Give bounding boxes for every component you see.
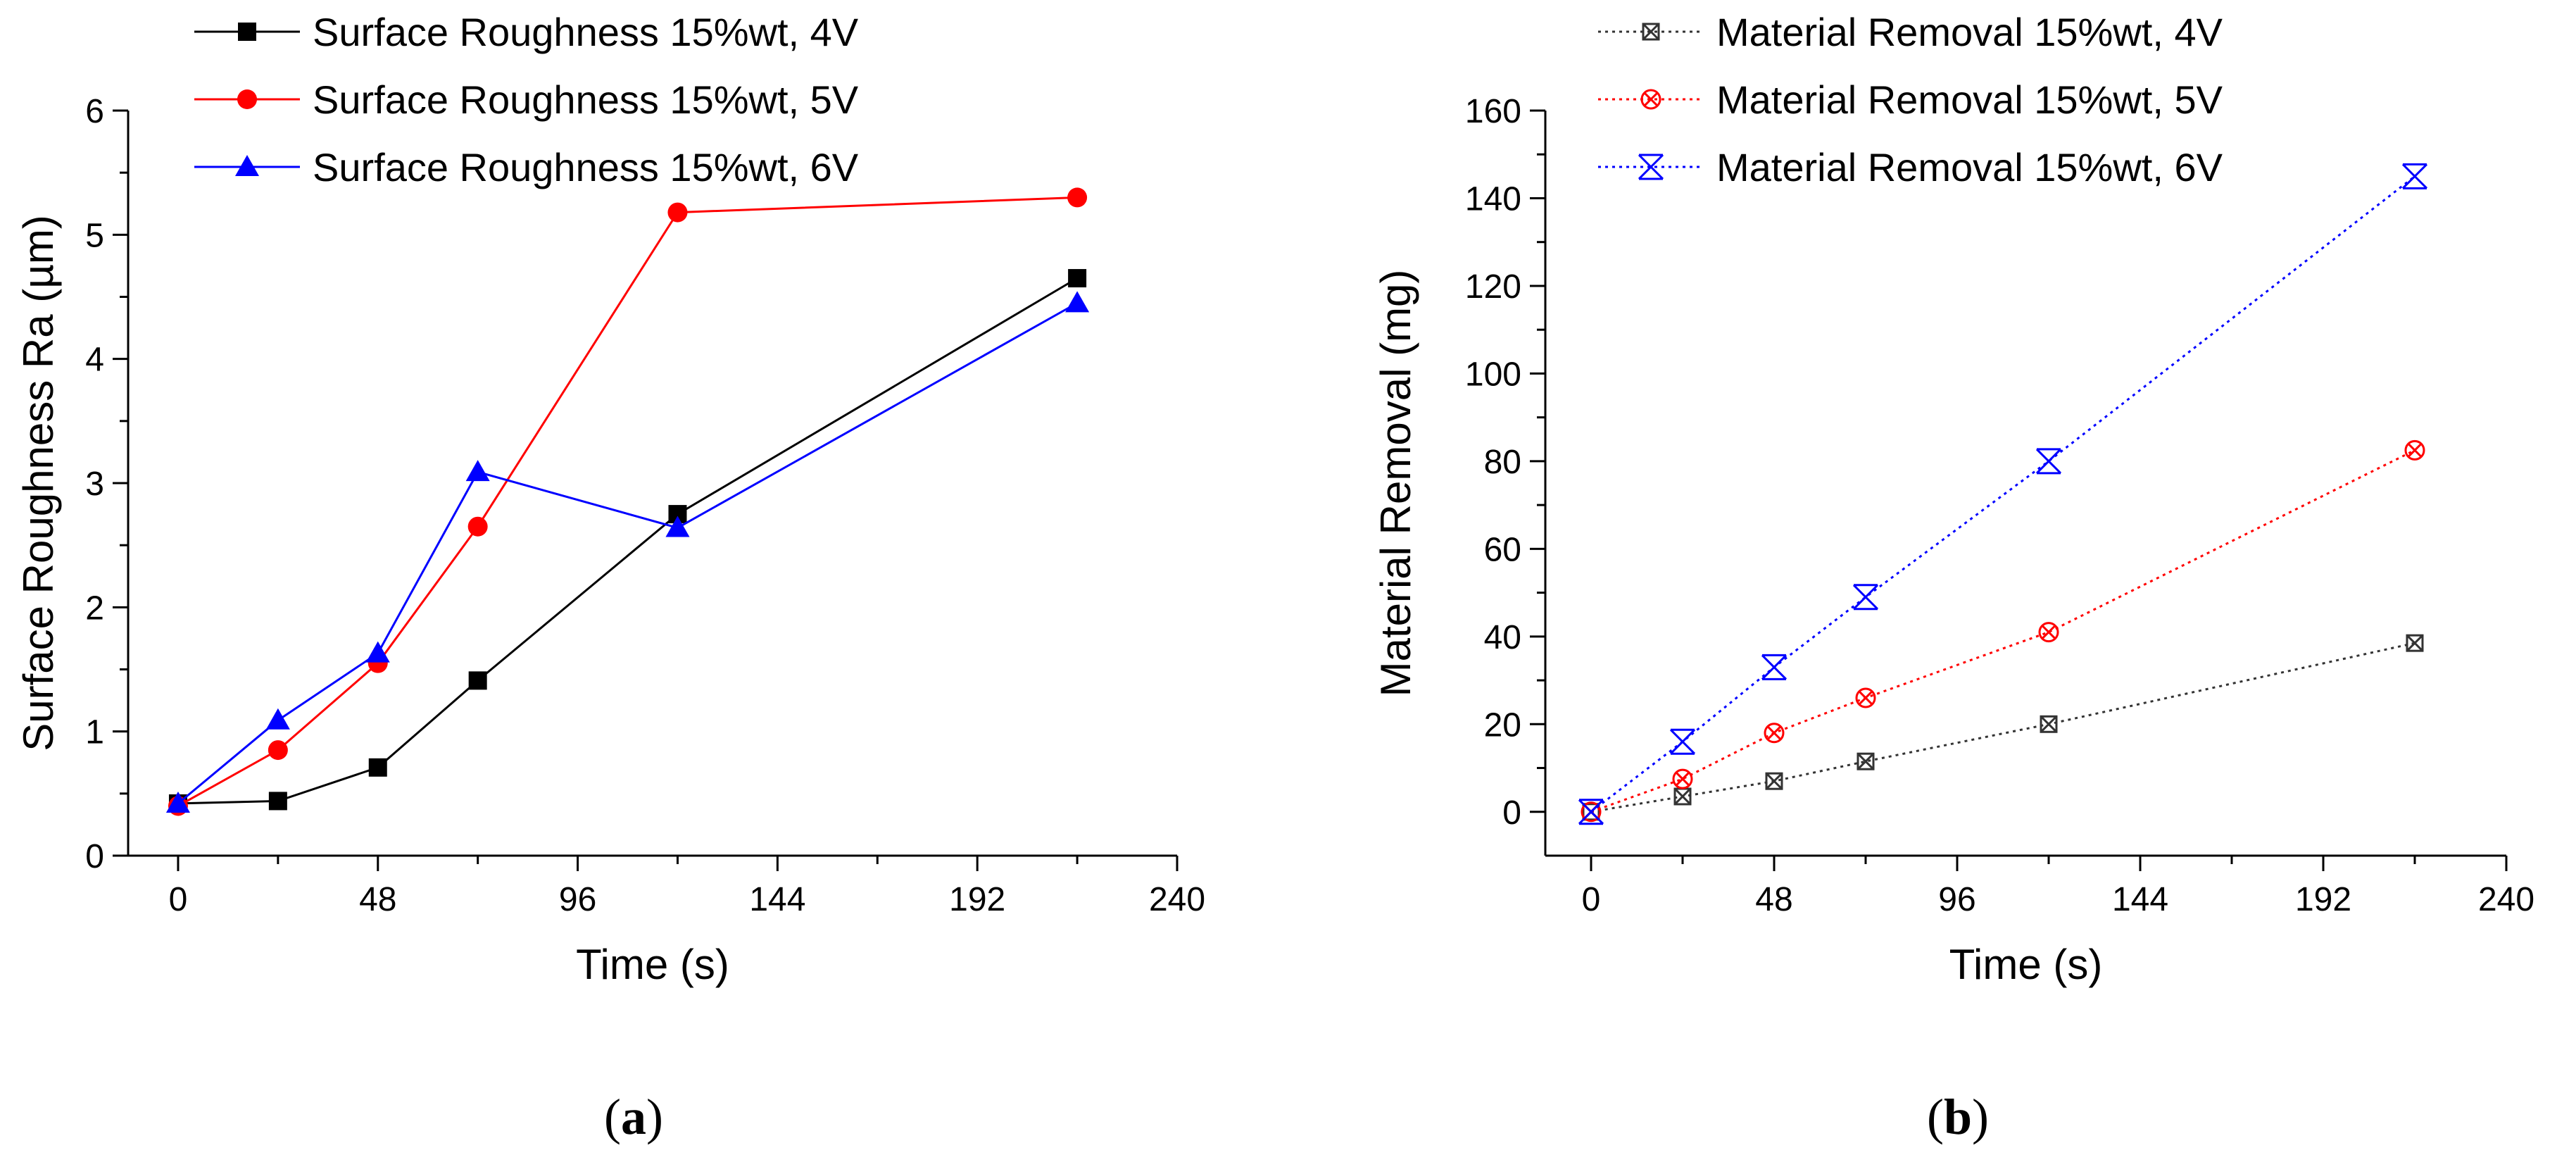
x-tick-label: 144: [749, 881, 805, 918]
data-point-series-2: [667, 202, 688, 223]
y-tick-label: 2: [85, 589, 104, 627]
series-line-1: [1590, 642, 2415, 813]
chart-panel-b: 0 48 96 144 192 240 0 20 40 60 80 100 120 140 160 Time …: [1372, 10, 2534, 988]
y-tick-label: 60: [1484, 531, 1521, 568]
legend-label-3: Material Removal 15%wt, 6V: [1716, 145, 2223, 189]
y-tick-label: 120: [1465, 268, 1521, 306]
x-tick-label: 240: [2478, 881, 2534, 918]
x-tick-label: 48: [359, 881, 396, 918]
data-point-series-3: [1761, 654, 1788, 680]
legend-marker-2: [1640, 89, 1661, 110]
y-tick-label: 0: [85, 838, 104, 875]
data-point-series-1: [1856, 752, 1875, 770]
data-point-series-2: [268, 740, 288, 761]
legend-marker-2: [237, 89, 257, 109]
data-point-series-3: [265, 708, 290, 730]
legend-marker-3: [1638, 154, 1664, 180]
series-line-3: [177, 302, 1078, 805]
data-point-series-3: [665, 516, 690, 537]
x-tick-label: 144: [2112, 881, 2168, 918]
y-tick-label: 160: [1465, 93, 1521, 130]
data-point-series-2: [1855, 687, 1876, 708]
y-tick-label: 140: [1465, 180, 1521, 218]
x-tick-label: 240: [1149, 881, 1205, 918]
data-point-series-2: [1672, 768, 1693, 789]
data-point-series-3: [2401, 163, 2428, 189]
x-axis-label: Time (s): [1949, 941, 2103, 988]
data-point-series-2: [467, 516, 488, 537]
data-point-series-1: [468, 671, 487, 690]
data-point-series-1: [1765, 772, 1783, 790]
legend-label-1: Surface Roughness 15%wt, 4V: [313, 10, 859, 54]
data-point-series-3: [1669, 728, 1696, 755]
x-tick-label: 96: [1938, 881, 1975, 918]
data-point-series-2: [1764, 723, 1785, 744]
series-line-2: [177, 196, 1078, 807]
x-tick-label: 48: [1755, 881, 1792, 918]
x-axis-label: Time (s): [576, 941, 729, 988]
data-point-series-1: [268, 792, 287, 811]
x-tick-label: 0: [1582, 881, 1601, 918]
data-point-series-3: [365, 641, 390, 663]
legend-marker-3: [235, 155, 259, 176]
y-tick-label: 5: [85, 217, 104, 254]
y-axis-label: Surface Roughness Ra (µm): [15, 215, 62, 751]
data-point-series-3: [1065, 291, 1090, 313]
series-line-3: [1590, 175, 2415, 813]
x-tick-label: 192: [2295, 881, 2351, 918]
y-tick-label: 4: [85, 342, 104, 379]
legend-marker-1: [238, 23, 256, 41]
data-point-series-3: [2035, 448, 2062, 475]
y-tick-label: 100: [1465, 356, 1521, 393]
legend-label-1: Material Removal 15%wt, 4V: [1716, 10, 2223, 54]
x-tick-label: 0: [169, 881, 188, 918]
data-point-series-2: [2038, 622, 2059, 643]
x-tick-label: 192: [949, 881, 1005, 918]
data-point-series-3: [1578, 799, 1604, 825]
legend-label-3: Surface Roughness 15%wt, 6V: [313, 145, 859, 189]
panel-label-a: (a): [604, 1089, 663, 1145]
data-point-series-2: [2404, 439, 2425, 461]
series-line-2: [1590, 449, 2415, 813]
y-tick-label: 40: [1484, 619, 1521, 656]
data-point-series-1: [1673, 787, 1692, 806]
series-line-1: [177, 277, 1078, 805]
y-tick-label: 6: [85, 93, 104, 130]
x-tick-label: 96: [559, 881, 596, 918]
y-tick-label: 3: [85, 466, 104, 503]
legend-label-2: Material Removal 15%wt, 5V: [1716, 77, 2223, 122]
legend-label-2: Surface Roughness 15%wt, 5V: [313, 77, 859, 122]
data-point-series-1: [368, 758, 387, 777]
chart-panel-a: 0 48 96 144 192 240 0 1 2 3 4 5 6 Time (s) Surface Rou…: [15, 10, 1205, 988]
legend-marker-1: [1642, 23, 1660, 41]
panel-label-b: (b): [1927, 1089, 1989, 1145]
data-point-series-3: [1852, 584, 1879, 611]
data-point-series-2: [1067, 187, 1088, 208]
y-tick-label: 0: [1502, 794, 1521, 832]
y-tick-label: 20: [1484, 706, 1521, 744]
y-axis-label: Material Removal (mg): [1372, 270, 1419, 697]
y-tick-label: 80: [1484, 444, 1521, 481]
data-point-series-1: [2040, 715, 2058, 733]
data-point-series-3: [165, 791, 190, 813]
data-point-series-1: [1068, 269, 1087, 288]
data-point-series-1: [2406, 634, 2424, 652]
data-point-series-3: [465, 460, 490, 482]
y-tick-label: 1: [85, 714, 104, 751]
